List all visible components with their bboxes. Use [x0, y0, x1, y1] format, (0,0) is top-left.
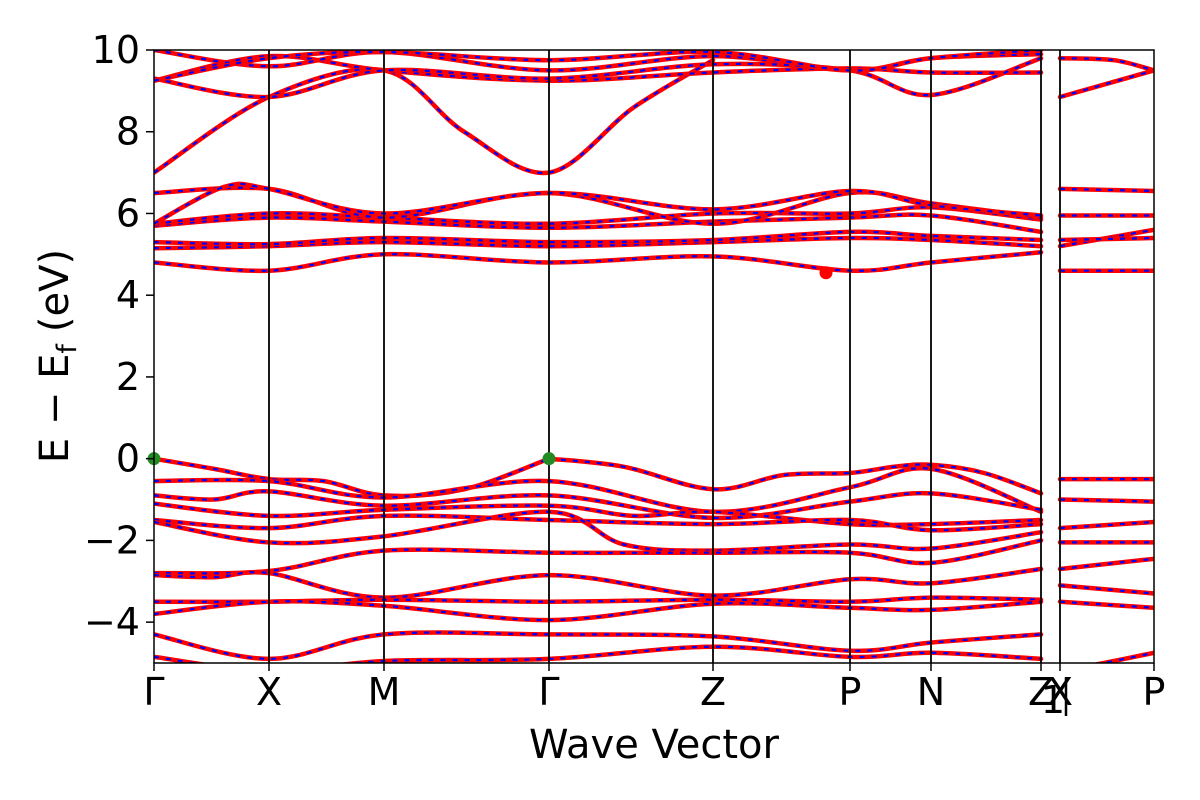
band-32-spin-down: [154, 50, 1042, 82]
band-10-spin-down: [154, 600, 1042, 622]
band-23-spin-down: [154, 230, 1042, 246]
band-12-spin-up: [154, 644, 1044, 663]
band-1-spin-up: [546, 456, 1044, 496]
band-4-spin-down: [154, 502, 1042, 527]
band-0-spin-down: [154, 457, 550, 497]
plot-frame: [153, 49, 1155, 664]
band-37-spin-down: [1059, 187, 1154, 193]
x-tick-label-2: M: [368, 670, 401, 714]
x-tick-label-10: P: [1143, 670, 1166, 714]
y-axis-label: E − Ef (eV): [32, 249, 83, 463]
band-11-spin-down: [154, 631, 1042, 661]
band-6-spin-down: [154, 510, 1042, 552]
x-axis-label: Wave Vector: [529, 722, 780, 768]
y-tick-label-1: −2: [84, 518, 140, 562]
band-15-spin-down: [1059, 520, 1154, 530]
band-27-spin-down: [154, 182, 1042, 225]
y-tick-label-3: 2: [116, 355, 140, 399]
y-tick-label-4: 4: [116, 273, 140, 317]
y-axis-label-unit: (eV): [32, 249, 78, 332]
band-19-spin-down: [1059, 600, 1154, 609]
markers-layer: [147, 266, 833, 466]
y-axis: −4 −2 0 2 4 6 8 10: [84, 28, 154, 644]
band-2-spin-down: [154, 467, 1042, 513]
band-34-spin-down: [1059, 228, 1154, 248]
band-5-spin-down: [154, 514, 1042, 532]
band-21-spin-down: [154, 251, 1042, 272]
x-tick-label-5: P: [839, 670, 862, 714]
band-39-spin-down: [1059, 57, 1154, 72]
band-25-spin-down: [154, 206, 1042, 225]
x-tick-label-6: N: [917, 670, 945, 714]
x-tick-label-3: Γ: [538, 670, 559, 714]
band-7-spin-down: [154, 539, 1042, 575]
y-axis-label-main: E − E: [32, 354, 78, 464]
band-38-spin-down: [1059, 69, 1154, 99]
extremum-marker-2: [819, 266, 833, 280]
x-axis: Γ X M Γ Z P N Z1X P: [143, 663, 1165, 722]
x-tick-label-9: X: [1047, 670, 1073, 714]
band-30-spin-down: [154, 50, 1042, 72]
x-tick-label-0: Γ: [143, 670, 164, 714]
band-20-spin-down: [1098, 651, 1154, 663]
y-tick-label-0: −4: [84, 600, 140, 644]
x-tick-label-4: Z: [700, 670, 726, 714]
band-17-spin-down: [1059, 557, 1154, 571]
band-3-spin-down: [154, 490, 1042, 520]
y-tick-label-5: 6: [116, 191, 140, 235]
band-31-spin-down: [154, 57, 1042, 99]
y-tick-label-7: 10: [92, 28, 140, 72]
y-tick-label-6: 8: [116, 110, 140, 154]
kpoint-lines: [268, 50, 1061, 663]
band-8-spin-down: [154, 567, 1042, 599]
y-tick-label-2: 0: [116, 437, 140, 481]
plot-background: [154, 50, 1154, 663]
x-tick-label-1: X: [256, 670, 282, 714]
band-14-spin-down: [1059, 498, 1154, 503]
y-axis-label-sub: f: [52, 343, 83, 354]
band-35-spin-down: [1059, 236, 1154, 242]
band-18-spin-down: [1059, 584, 1154, 595]
x-tick-label-7: Z: [1028, 670, 1054, 714]
band-24-spin-down: [154, 213, 1042, 233]
x-tick-label-8: 1: [1041, 678, 1065, 722]
extremum-marker-1: [542, 452, 556, 466]
